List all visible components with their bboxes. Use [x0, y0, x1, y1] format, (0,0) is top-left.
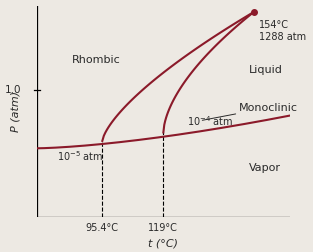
Text: 154°C
1288 atm: 154°C 1288 atm: [259, 20, 306, 42]
Text: 1.0: 1.0: [5, 85, 21, 95]
Text: 95.4°C: 95.4°C: [86, 223, 119, 233]
Text: t (°C): t (°C): [148, 238, 178, 248]
Text: $10^{-4}$ atm: $10^{-4}$ atm: [187, 114, 233, 128]
Text: 119°C: 119°C: [148, 223, 178, 233]
Text: P (atm): P (atm): [10, 91, 20, 132]
Text: Rhombic: Rhombic: [72, 55, 121, 65]
Text: Monoclinic: Monoclinic: [239, 103, 297, 113]
Text: Vapor: Vapor: [249, 163, 281, 173]
Text: $10^{-5}$ atm: $10^{-5}$ atm: [57, 149, 104, 163]
Text: Liquid: Liquid: [249, 65, 283, 75]
